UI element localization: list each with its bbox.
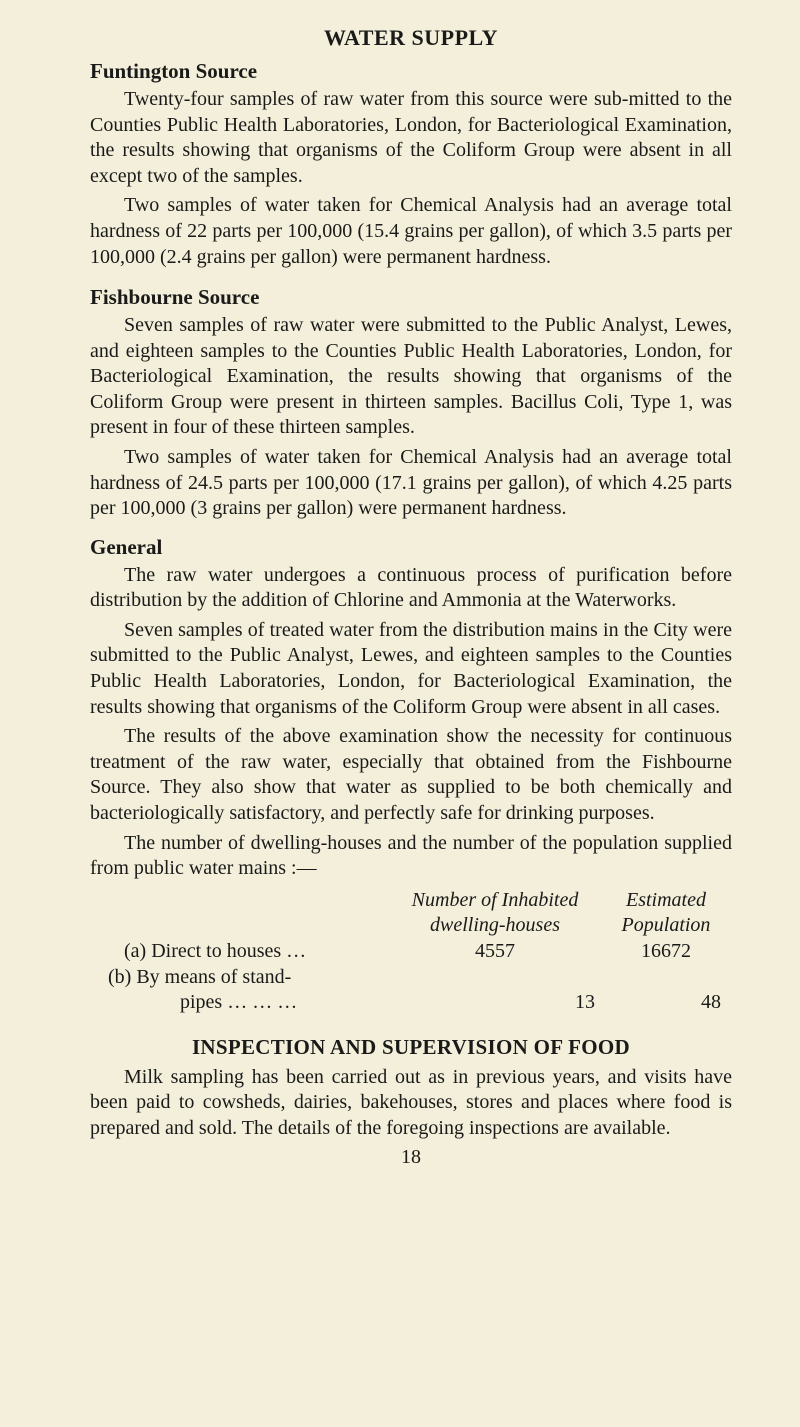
paragraph: Two samples of water taken for Chemical … (90, 445, 732, 522)
page-title: WATER SUPPLY (90, 24, 732, 52)
table-header-mid: Number of Inhabited dwelling-houses (390, 888, 600, 939)
population-table: Number of Inhabited dwelling-houses Esti… (90, 888, 732, 1016)
paragraph: Seven samples of raw water were submitte… (90, 313, 732, 441)
section-heading-inspection: INSPECTION AND SUPERVISION OF FOOD (90, 1034, 732, 1061)
paragraph: Milk sampling has been carried out as in… (90, 1065, 732, 1142)
table-row-label: (b) By means of stand- (90, 965, 390, 991)
table-cell: 4557 (390, 939, 600, 965)
paragraph: Twenty-four samples of raw water from th… (90, 87, 732, 189)
table-row-label: (a) Direct to houses … (90, 939, 390, 965)
section-heading-funtington: Funtington Source (90, 58, 732, 85)
table-row: pipes … … … 13 48 (90, 990, 732, 1016)
page-number: 18 (90, 1145, 732, 1171)
paragraph: The number of dwelling-houses and the nu… (90, 831, 732, 882)
table-cell: 16672 (600, 939, 732, 965)
table-row: (a) Direct to houses … 4557 16672 (90, 939, 732, 965)
table-header-text: Population (622, 914, 711, 936)
section-heading-fishbourne: Fishbourne Source (90, 284, 732, 311)
table-header-row: Number of Inhabited dwelling-houses Esti… (90, 888, 732, 939)
section-heading-general: General (90, 534, 732, 561)
paragraph: Seven samples of treated water from the … (90, 618, 732, 720)
table-header-text: Estimated (626, 889, 706, 911)
table-header-right: Estimated Population (600, 888, 732, 939)
paragraph: Two samples of water taken for Chemical … (90, 193, 732, 270)
table-header-text: Number of Inhabited (412, 889, 579, 911)
paragraph: The raw water undergoes a continuous pro… (90, 563, 732, 614)
paragraph: The results of the above examination sho… (90, 724, 732, 826)
table-cell: 13 (480, 990, 690, 1016)
table-cell: 48 (690, 990, 732, 1016)
table-row: (b) By means of stand- (90, 965, 732, 991)
document-page: WATER SUPPLY Funtington Source Twenty-fo… (0, 0, 800, 1427)
table-header-text: dwelling-houses (430, 914, 560, 936)
table-row-label: pipes … … … (90, 990, 480, 1016)
